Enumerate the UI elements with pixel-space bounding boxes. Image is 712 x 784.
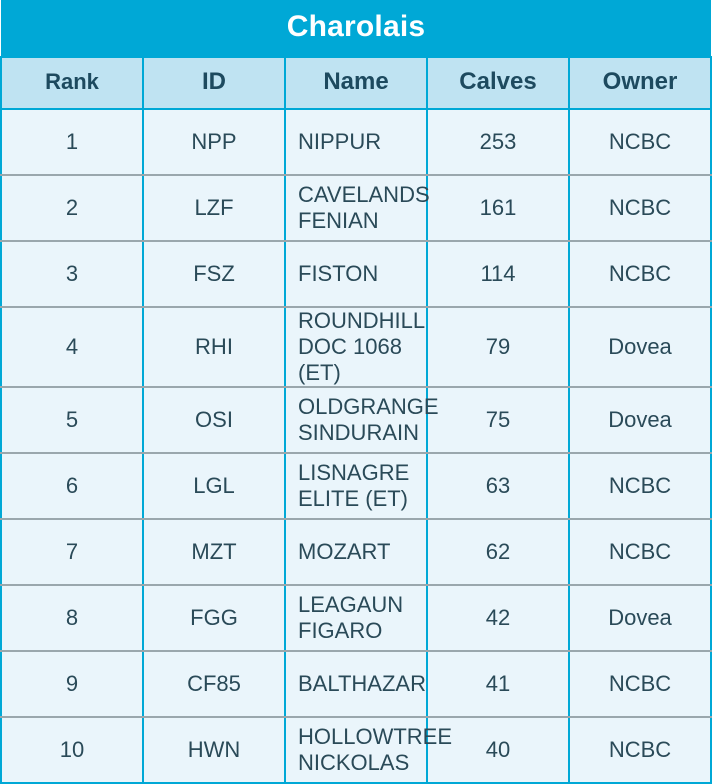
cell-owner: NCBC [569, 241, 711, 307]
col-header-id: ID [143, 57, 285, 109]
cell-rank: 9 [1, 651, 143, 717]
table-row: 6 LGL LISNAGRE ELITE (ET) 63 NCBC [1, 453, 711, 519]
cell-rank: 10 [1, 717, 143, 783]
cell-calves: 79 [427, 307, 569, 387]
cell-calves: 114 [427, 241, 569, 307]
cell-id: FGG [143, 585, 285, 651]
table-row: 7 MZT MOZART 62 NCBC [1, 519, 711, 585]
cell-id: NPP [143, 109, 285, 175]
col-header-name: Name [285, 57, 427, 109]
cell-id: OSI [143, 387, 285, 453]
cell-name: OLDGRANGE SINDURAIN [285, 387, 427, 453]
cell-calves: 75 [427, 387, 569, 453]
cell-rank: 6 [1, 453, 143, 519]
table-body: 1 NPP NIPPUR 253 NCBC 2 LZF CAVELANDS FE… [1, 109, 711, 783]
cell-id: CF85 [143, 651, 285, 717]
cell-rank: 1 [1, 109, 143, 175]
cell-calves: 41 [427, 651, 569, 717]
cell-calves: 62 [427, 519, 569, 585]
table-row: 4 RHI ROUNDHILL DOC 1068 (ET) 79 Dovea [1, 307, 711, 387]
cell-owner: NCBC [569, 651, 711, 717]
charolais-table-container: Charolais Rank ID Name Calves Owner 1 NP… [0, 0, 712, 784]
table-title-row: Charolais [1, 0, 711, 57]
cell-name: LISNAGRE ELITE (ET) [285, 453, 427, 519]
table-row: 1 NPP NIPPUR 253 NCBC [1, 109, 711, 175]
cell-rank: 4 [1, 307, 143, 387]
cell-owner: Dovea [569, 585, 711, 651]
cell-id: LGL [143, 453, 285, 519]
cell-owner: NCBC [569, 717, 711, 783]
cell-calves: 161 [427, 175, 569, 241]
table-row: 5 OSI OLDGRANGE SINDURAIN 75 Dovea [1, 387, 711, 453]
table-row: 2 LZF CAVELANDS FENIAN 161 NCBC [1, 175, 711, 241]
cell-rank: 2 [1, 175, 143, 241]
cell-rank: 5 [1, 387, 143, 453]
cell-name: CAVELANDS FENIAN [285, 175, 427, 241]
cell-owner: NCBC [569, 175, 711, 241]
cell-owner: NCBC [569, 453, 711, 519]
cell-rank: 3 [1, 241, 143, 307]
cell-name: NIPPUR [285, 109, 427, 175]
col-header-calves: Calves [427, 57, 569, 109]
cell-owner: Dovea [569, 387, 711, 453]
table-row: 8 FGG LEAGAUN FIGARO 42 Dovea [1, 585, 711, 651]
charolais-table: Charolais Rank ID Name Calves Owner 1 NP… [0, 0, 712, 784]
cell-owner: NCBC [569, 519, 711, 585]
table-header-row: Rank ID Name Calves Owner [1, 57, 711, 109]
cell-id: HWN [143, 717, 285, 783]
cell-calves: 253 [427, 109, 569, 175]
cell-name: BALTHAZAR [285, 651, 427, 717]
cell-id: LZF [143, 175, 285, 241]
table-row: 10 HWN HOLLOWTREE NICKOLAS 40 NCBC [1, 717, 711, 783]
cell-name: FISTON [285, 241, 427, 307]
cell-calves: 63 [427, 453, 569, 519]
table-title: Charolais [1, 0, 711, 57]
cell-rank: 8 [1, 585, 143, 651]
cell-id: FSZ [143, 241, 285, 307]
cell-name: LEAGAUN FIGARO [285, 585, 427, 651]
cell-name: ROUNDHILL DOC 1068 (ET) [285, 307, 427, 387]
cell-id: RHI [143, 307, 285, 387]
cell-id: MZT [143, 519, 285, 585]
cell-name: MOZART [285, 519, 427, 585]
cell-name: HOLLOWTREE NICKOLAS [285, 717, 427, 783]
cell-calves: 42 [427, 585, 569, 651]
col-header-rank: Rank [1, 57, 143, 109]
table-row: 9 CF85 BALTHAZAR 41 NCBC [1, 651, 711, 717]
cell-owner: NCBC [569, 109, 711, 175]
col-header-owner: Owner [569, 57, 711, 109]
cell-rank: 7 [1, 519, 143, 585]
table-row: 3 FSZ FISTON 114 NCBC [1, 241, 711, 307]
cell-owner: Dovea [569, 307, 711, 387]
